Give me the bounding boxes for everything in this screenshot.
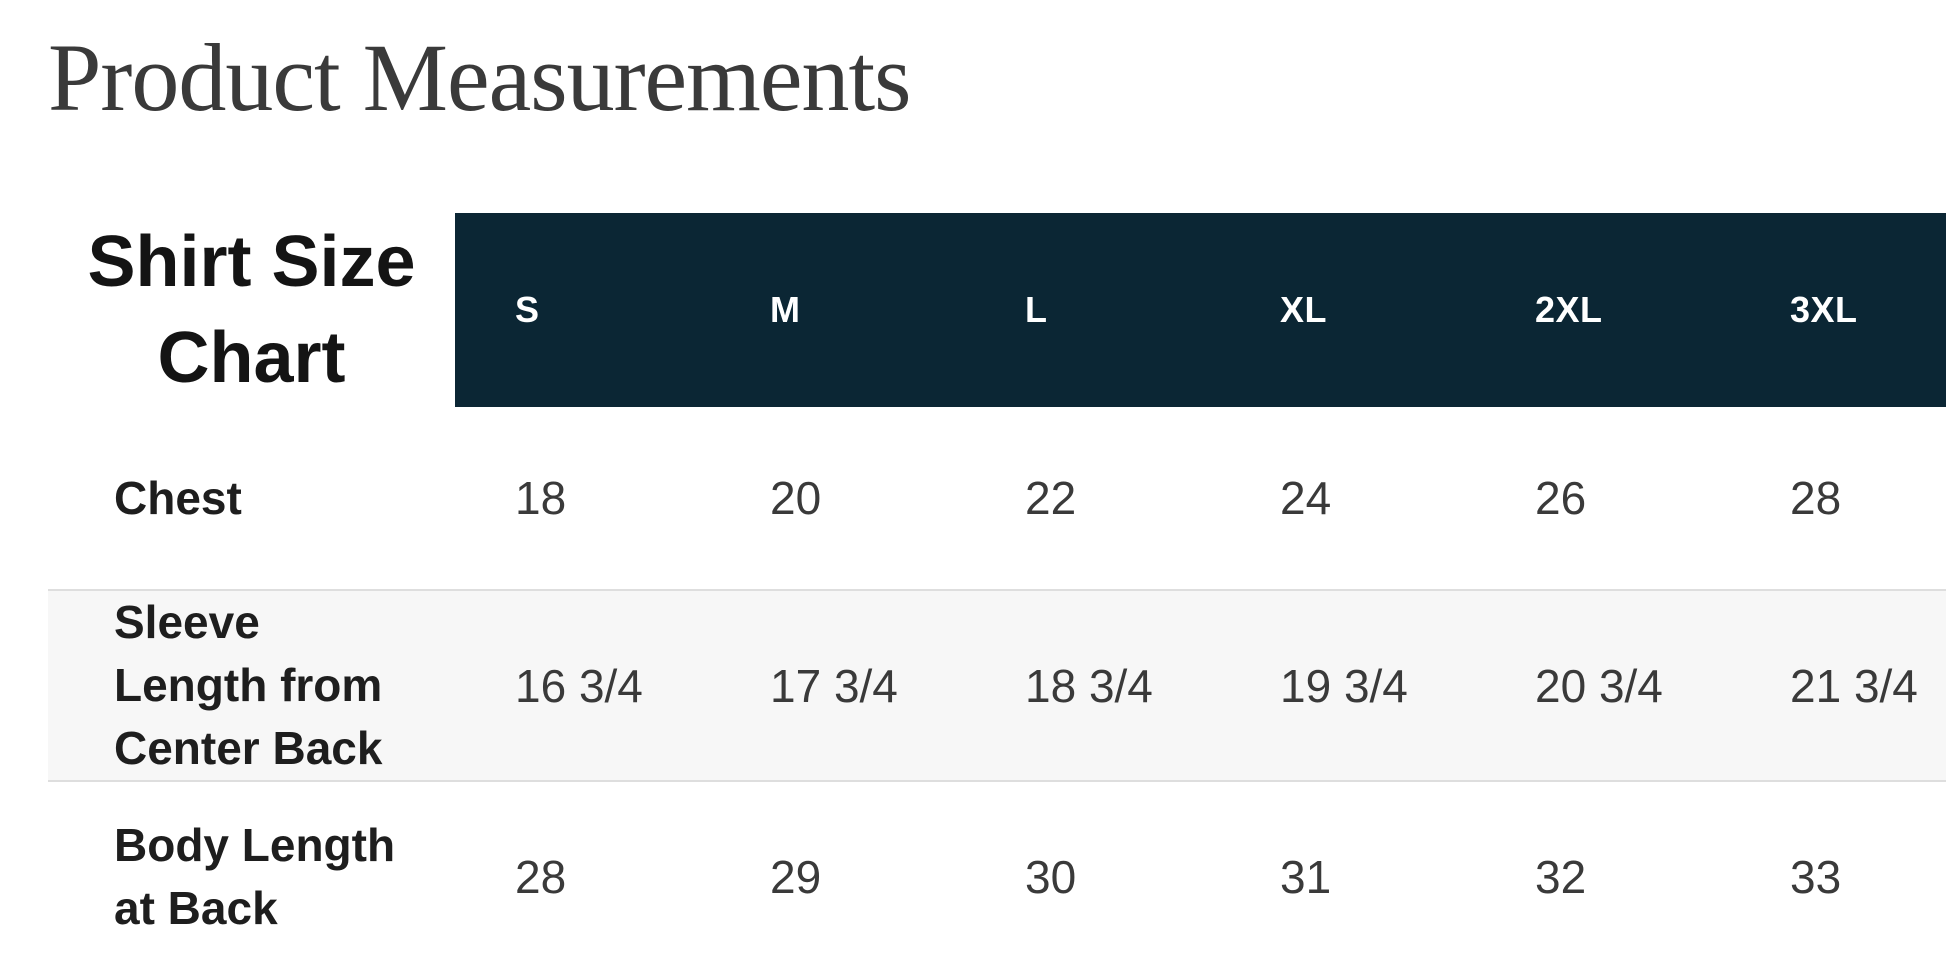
size-column-header-xl: XL [1220,213,1475,407]
measurement-value: 17 3/4 [710,589,965,782]
measurement-value: 19 3/4 [1220,589,1475,782]
measurement-value: 33 [1790,850,1842,903]
measurement-value: 32 [1535,850,1587,903]
measurement-value: 29 [770,850,822,903]
size-chart-scroll-area[interactable]: Shirt Size Chart S M L XL 2XL 3XL Chest … [48,213,1946,971]
measurement-value: 24 [1280,472,1332,524]
table-row-sleeve-length: Sleeve Length from Center Back 16 3/4 17… [48,589,1946,782]
table-row-chest: Chest 18 20 22 24 26 28 [48,407,1946,590]
row-label-sleeve-length: Sleeve Length from Center Back [48,589,455,782]
measurement-value: 18 [515,472,567,524]
measurement-value: 22 [1025,472,1077,524]
measurement-value: 30 [1025,850,1077,903]
measurement-value: 26 [1535,472,1587,524]
size-chart-corner-label: Shirt Size Chart [48,213,455,407]
size-column-header-m: M [710,213,965,407]
measurement-value: 21 3/4 [1730,589,1946,782]
page-title: Product Measurements [48,24,911,131]
row-label-text: Chest [114,471,242,524]
row-label-text: Sleeve Length from Center Back [114,596,383,774]
measurement-value: 28 [1790,472,1842,524]
measurement-value: 28 [515,850,567,903]
row-label-body-length: Body Length at Back [48,781,455,971]
measurement-value: 18 3/4 [965,589,1220,782]
row-label-text: Body Length at Back [114,818,396,934]
size-column-header-l: L [965,213,1220,407]
size-chart-table: Shirt Size Chart S M L XL 2XL 3XL Chest … [48,213,1946,971]
measurement-value: 31 [1280,850,1332,903]
row-label-chest: Chest [48,407,455,590]
measurement-value: 16 3/4 [455,589,710,782]
size-column-header-3xl: 3XL [1730,213,1946,407]
table-row-body-length: Body Length at Back 28 29 30 31 32 33 [48,781,1946,971]
measurement-value: 20 3/4 [1475,589,1730,782]
size-chart-header-row: Shirt Size Chart S M L XL 2XL 3XL [48,213,1946,407]
measurement-value: 20 [770,472,822,524]
size-column-header-s: S [455,213,710,407]
size-column-header-2xl: 2XL [1475,213,1730,407]
